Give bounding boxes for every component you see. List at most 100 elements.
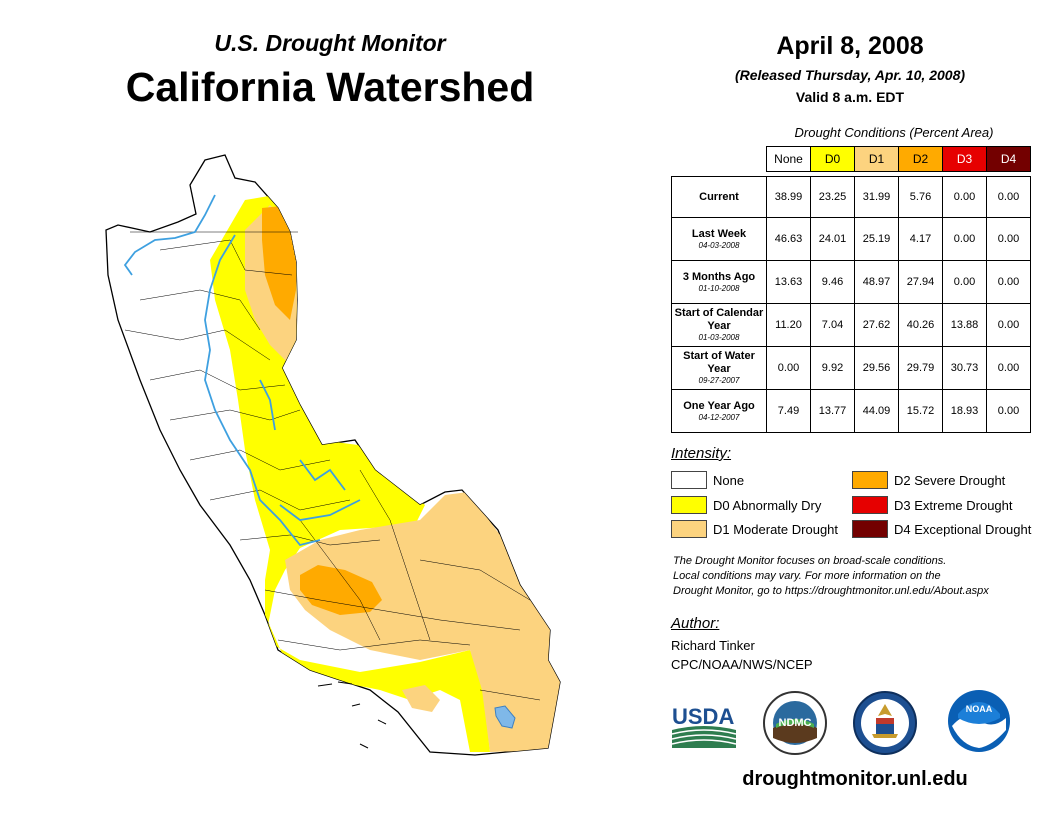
row-label-text: Start of Calendar Year (674, 307, 764, 332)
row-label: Start of Calendar Year 01-03-2008 (671, 303, 767, 347)
row-label-text: One Year Ago (683, 399, 755, 412)
table-cell-d4: 0.00 (986, 303, 1031, 347)
legend-label-d4: D4 Exceptional Drought (894, 521, 1032, 537)
legend-item-none: None (671, 471, 744, 489)
legend-item-d1: D1 Moderate Drought (671, 520, 838, 538)
table-cell-d0: 23.25 (810, 176, 855, 218)
table-cell-d4: 0.00 (986, 389, 1031, 433)
table-cell-d2: 4.17 (898, 217, 943, 261)
table-cell-d1: 48.97 (854, 260, 899, 304)
legend-swatch-d3 (852, 496, 888, 514)
table-row: One Year Ago 04-12-2007 7.49 13.77 44.09 15.7… (671, 389, 1031, 433)
ndmc-logo-text: NDMC (779, 717, 812, 729)
table-row: Start of Calendar Year 01-03-2008 11.20 7.0… (671, 303, 1031, 347)
legend-swatch-d4 (852, 520, 888, 538)
legend-item-d2: D2 Severe Drought (852, 471, 1005, 489)
table-cell-d3: 13.88 (942, 303, 987, 347)
table-cell-d3: 0.00 (942, 217, 987, 261)
author-org: CPC/NOAA/NWS/NCEP (671, 657, 813, 672)
footer-url[interactable]: droughtmonitor.unl.edu (742, 768, 968, 790)
table-cell-d1: 44.09 (854, 389, 899, 433)
table-cell-none: 46.63 (766, 217, 811, 261)
d2-region-north (262, 206, 296, 320)
legend-label-d0: D0 Abnormally Dry (713, 497, 822, 513)
table-cell-none: 7.49 (766, 389, 811, 433)
author-label: Author: (671, 615, 720, 632)
table-cell-d0: 9.92 (810, 346, 855, 390)
map-date: April 8, 2008 (776, 32, 924, 60)
table-cell-d0: 9.46 (810, 260, 855, 304)
table-cell-none: 13.63 (766, 260, 811, 304)
table-cell-d0: 24.01 (810, 217, 855, 261)
table-cell-d3: 18.93 (942, 389, 987, 433)
legend-swatch-d0 (671, 496, 707, 514)
table-cell-d1: 27.62 (854, 303, 899, 347)
row-label-date: 01-10-2008 (698, 283, 740, 293)
table-cell-d2: 40.26 (898, 303, 943, 347)
rivers (123, 194, 361, 547)
map-subtitle: U.S. Drought Monitor (214, 30, 446, 56)
legend-swatch-d1 (671, 520, 707, 538)
legend-swatch-d2 (852, 471, 888, 489)
table-row: Last Week 04-03-2008 46.63 24.01 25.19 4.17 0.… (671, 217, 1031, 261)
commerce-seal-logo (853, 691, 917, 755)
table-title: Drought Conditions (Percent Area) (794, 125, 994, 140)
table-cell-d1: 29.56 (854, 346, 899, 390)
table-cell-none: 0.00 (766, 346, 811, 390)
table-corner (672, 147, 767, 172)
row-label: One Year Ago 04-12-2007 (671, 389, 767, 433)
table-cell-none: 11.20 (766, 303, 811, 347)
row-label-text: Last Week (691, 227, 747, 240)
column-header-d2: D2 (898, 146, 943, 172)
d1-region-coast (402, 685, 440, 712)
row-label-text: Start of Water Year (683, 350, 755, 375)
drought-conditions-table: None D0 D1 D2 D3 D4 Current 38.99 23.25 31.99 5.76… (671, 146, 1031, 433)
table-cell-d2: 15.72 (898, 389, 943, 433)
noaa-logo: NOAA (948, 690, 1010, 752)
row-label: Last Week 04-03-2008 (671, 217, 767, 261)
table-cell-d4: 0.00 (986, 346, 1031, 390)
disclaimer-note: The Drought Monitor focuses on broad-sca… (673, 554, 1053, 599)
legend-item-d4: D4 Exceptional Drought (852, 520, 1031, 538)
legend-swatch-none (671, 471, 707, 489)
table-cell-none: 38.99 (766, 176, 811, 218)
column-header-d3: D3 (942, 146, 987, 172)
row-label: 3 Months Ago 01-10-2008 (671, 260, 767, 304)
note-line-1: The Drought Monitor focuses on broad-sca… (673, 555, 947, 567)
column-header-none: None (766, 146, 811, 172)
table-cell-d1: 31.99 (854, 176, 899, 218)
noaa-logo-text: NOAA (966, 704, 993, 714)
usda-logo-text: USDA (672, 704, 734, 729)
lake (494, 705, 516, 729)
legend-label-d3: D3 Extreme Drought (894, 497, 1013, 513)
legend-item-d0: D0 Abnormally Dry (671, 496, 821, 514)
d1-region-south (285, 492, 560, 752)
ndmc-logo: NDMC (763, 691, 827, 755)
subbasin-boundaries (124, 231, 541, 701)
legend-item-d3: D3 Extreme Drought (852, 496, 1013, 514)
release-date: (Released Thursday, Apr. 10, 2008) (734, 67, 966, 83)
table-cell-d1: 25.19 (854, 217, 899, 261)
legend-label-none: None (713, 472, 745, 488)
table-cell-d4: 0.00 (986, 176, 1031, 218)
table-cell-d3: 0.00 (942, 176, 987, 218)
column-header-d0: D0 (810, 146, 855, 172)
table-row: 3 Months Ago 01-10-2008 13.63 9.46 48.97 27.9… (671, 260, 1031, 304)
column-header-d4: D4 (986, 146, 1031, 172)
table-cell-d2: 29.79 (898, 346, 943, 390)
california-watershed-map (105, 154, 561, 756)
table-cell-d4: 0.00 (986, 260, 1031, 304)
row-label: Start of Water Year 09-27-2007 (671, 346, 767, 390)
column-header-d1: D1 (854, 146, 899, 172)
map-title: California Watershed (125, 64, 535, 110)
row-label-date: 09-27-2007 (698, 376, 740, 385)
note-line-2: Local conditions may vary. For more info… (673, 570, 941, 582)
table-cell-d0: 13.77 (810, 389, 855, 433)
table-row: Start of Water Year 09-27-2007 0.00 9.92 29.… (671, 346, 1031, 390)
table-cell-d3: 0.00 (942, 260, 987, 304)
author-name: Richard Tinker (671, 638, 755, 653)
table-cell-d2: 27.94 (898, 260, 943, 304)
row-label-date: 04-12-2007 (698, 412, 740, 422)
table-cell-d0: 7.04 (810, 303, 855, 347)
table-row: Current 38.99 23.25 31.99 5.76 0.00 0.00 (671, 176, 1031, 218)
